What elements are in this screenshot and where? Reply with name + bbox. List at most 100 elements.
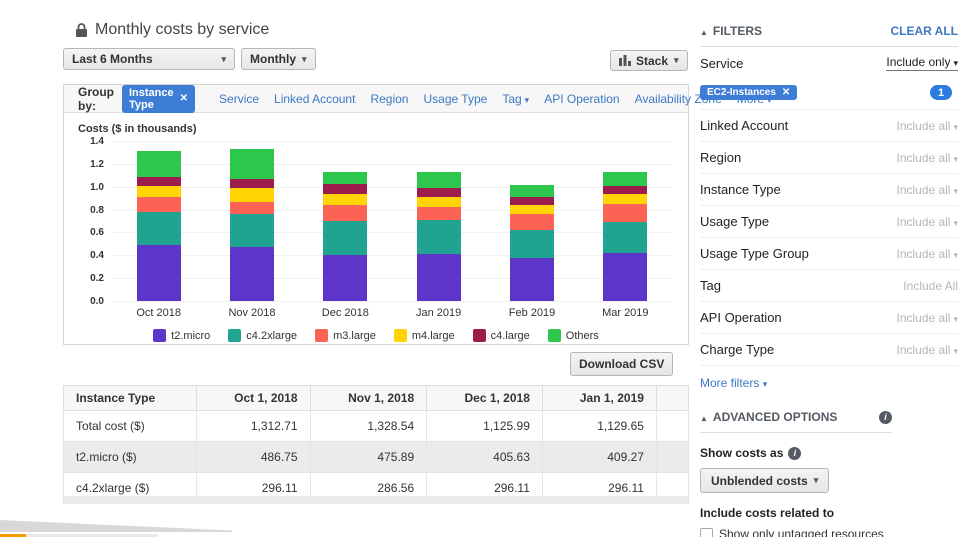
group-by-chip-instance-type[interactable]: Instance Type ✕ xyxy=(122,85,195,113)
info-icon[interactable]: i xyxy=(879,411,892,424)
bar-segment-c4.large[interactable] xyxy=(137,177,181,186)
bar-segment-c4.2xlarge[interactable] xyxy=(417,220,461,254)
filter-row-usage-type-group: Usage Type GroupInclude all▾ xyxy=(700,238,958,270)
filter-row-service: ServiceInclude only▾ xyxy=(700,47,958,79)
bar-segment-others[interactable] xyxy=(323,172,367,184)
stacked-bar-feb-2019[interactable] xyxy=(510,185,554,301)
bar-segment-m3.large[interactable] xyxy=(323,205,367,221)
legend-item-others: Others xyxy=(548,329,599,342)
info-icon[interactable]: i xyxy=(788,447,801,460)
legend-label: Others xyxy=(566,330,599,342)
bar-segment-c4.large[interactable] xyxy=(603,186,647,195)
bar-segment-others[interactable] xyxy=(417,172,461,188)
bar-segment-m4.large[interactable] xyxy=(137,186,181,196)
bar-segment-c4.large[interactable] xyxy=(417,188,461,197)
filter-value-dropdown[interactable]: Include all▾ xyxy=(896,215,958,229)
bar-segment-others[interactable] xyxy=(137,151,181,177)
bar-segment-m4.large[interactable] xyxy=(603,194,647,204)
close-icon[interactable]: ✕ xyxy=(180,93,188,104)
bar-segment-others[interactable] xyxy=(603,172,647,186)
bar-segment-m4.large[interactable] xyxy=(510,205,554,214)
legend-swatch xyxy=(548,329,561,342)
filter-value-dropdown[interactable]: Include all▾ xyxy=(896,343,958,357)
filter-value-dropdown[interactable]: Include all▾ xyxy=(896,183,958,197)
filter-value-dropdown[interactable]: Include only▾ xyxy=(886,55,958,71)
bar-segment-m4.large[interactable] xyxy=(230,188,274,202)
bar-segment-t2.micro[interactable] xyxy=(510,258,554,301)
bar-segment-others[interactable] xyxy=(230,149,274,179)
filter-value-dropdown[interactable]: Include all▾ xyxy=(896,151,958,165)
bar-segment-c4.2xlarge[interactable] xyxy=(230,214,274,247)
stacked-bar-jan-2019[interactable] xyxy=(417,172,461,301)
granularity-dropdown[interactable]: Monthly ▾ xyxy=(241,48,316,70)
download-csv-button[interactable]: Download CSV xyxy=(570,352,673,376)
stacked-bar-dec-2018[interactable] xyxy=(323,172,367,301)
filter-value-dropdown[interactable]: Include all▾ xyxy=(896,247,958,261)
chart-bar-slot xyxy=(392,141,485,301)
chevron-down-icon: ▾ xyxy=(763,379,768,389)
bar-segment-m3.large[interactable] xyxy=(510,214,554,230)
group-by-link-service[interactable]: Service xyxy=(219,92,259,106)
legend-item-t2.micro: t2.micro xyxy=(153,329,210,342)
bar-segment-c4.large[interactable] xyxy=(230,179,274,188)
bar-segment-t2.micro[interactable] xyxy=(603,253,647,301)
bar-segment-t2.micro[interactable] xyxy=(137,245,181,301)
group-by-link-region[interactable]: Region xyxy=(370,92,408,106)
collapse-triangle-icon: ▲ xyxy=(700,28,708,37)
stack-dropdown[interactable]: Stack ▾ xyxy=(610,50,688,71)
filter-rows: ServiceInclude only▾EC2-Instances✕1Linke… xyxy=(700,47,958,366)
collapse-triangle-icon: ▲ xyxy=(700,414,708,423)
bar-segment-m4.large[interactable] xyxy=(323,194,367,205)
bar-segment-t2.micro[interactable] xyxy=(417,254,461,301)
stacked-bar-mar-2019[interactable] xyxy=(603,172,647,301)
group-by-link-api-operation[interactable]: API Operation xyxy=(544,92,619,106)
bar-segment-m3.large[interactable] xyxy=(230,202,274,214)
filters-heading[interactable]: ▲FILTERS xyxy=(700,24,762,38)
bar-segment-m3.large[interactable] xyxy=(603,204,647,222)
stacked-bar-nov-2018[interactable] xyxy=(230,149,274,301)
bar-segment-c4.2xlarge[interactable] xyxy=(137,212,181,246)
x-axis-label: Jan 2019 xyxy=(392,301,485,319)
y-axis-tick: 0.8 xyxy=(74,205,104,216)
date-range-dropdown[interactable]: Last 6 Months ▾ xyxy=(63,48,235,70)
filter-value-dropdown[interactable]: Include all▾ xyxy=(896,311,958,325)
bar-segment-c4.2xlarge[interactable] xyxy=(603,222,647,253)
bar-segment-m3.large[interactable] xyxy=(137,197,181,212)
stacked-bar-chart[interactable]: 1.41.21.00.80.60.40.20.0 xyxy=(112,141,678,301)
untagged-resources-checkbox[interactable] xyxy=(700,528,713,537)
clear-all-link[interactable]: CLEAR ALL xyxy=(890,24,958,38)
bar-segment-others[interactable] xyxy=(510,185,554,196)
bar-segment-c4.large[interactable] xyxy=(323,184,367,194)
bar-segment-c4.large[interactable] xyxy=(510,197,554,205)
chart-legend: t2.microc4.2xlargem3.largem4.largec4.lar… xyxy=(74,329,678,342)
y-axis-tick: 0.4 xyxy=(74,250,104,261)
filter-label: Charge Type xyxy=(700,342,774,357)
table-header-cell: Nov 1, 2018 xyxy=(310,386,427,411)
group-by-link-usage-type[interactable]: Usage Type xyxy=(423,92,487,106)
bar-segment-c4.2xlarge[interactable] xyxy=(323,221,367,255)
advanced-options-header: ▲ADVANCED OPTIONS i xyxy=(700,404,892,433)
filter-value-dropdown[interactable]: Include all▾ xyxy=(896,119,958,133)
value-cell: 405.63 xyxy=(427,442,543,473)
spacer-cell xyxy=(656,442,688,473)
legend-label: m3.large xyxy=(333,330,376,342)
bar-segment-t2.micro[interactable] xyxy=(323,255,367,301)
group-by-link-linked-account[interactable]: Linked Account xyxy=(274,92,355,106)
value-cell: 409.27 xyxy=(542,442,656,473)
costs-type-dropdown[interactable]: Unblended costs ▾ xyxy=(700,468,829,493)
group-by-link-tag[interactable]: Tag▾ xyxy=(502,92,529,106)
filter-chip-ec2-instances[interactable]: EC2-Instances✕ xyxy=(700,85,797,100)
bar-segment-t2.micro[interactable] xyxy=(230,247,274,301)
advanced-options-heading[interactable]: ▲ADVANCED OPTIONS xyxy=(700,410,837,424)
x-axis-label: Oct 2018 xyxy=(112,301,205,319)
stacked-bar-oct-2018[interactable] xyxy=(137,151,181,301)
bar-segment-m3.large[interactable] xyxy=(417,207,461,221)
filter-row-region: RegionInclude all▾ xyxy=(700,142,958,174)
bar-segment-m4.large[interactable] xyxy=(417,197,461,207)
filter-value-dropdown[interactable]: Include All xyxy=(903,279,958,293)
more-filters-link[interactable]: More filters ▾ xyxy=(700,366,958,404)
bar-segment-c4.2xlarge[interactable] xyxy=(510,230,554,257)
y-axis-tick: 1.4 xyxy=(74,136,104,147)
filter-count-badge: 1 xyxy=(930,85,952,100)
close-icon[interactable]: ✕ xyxy=(782,87,790,98)
